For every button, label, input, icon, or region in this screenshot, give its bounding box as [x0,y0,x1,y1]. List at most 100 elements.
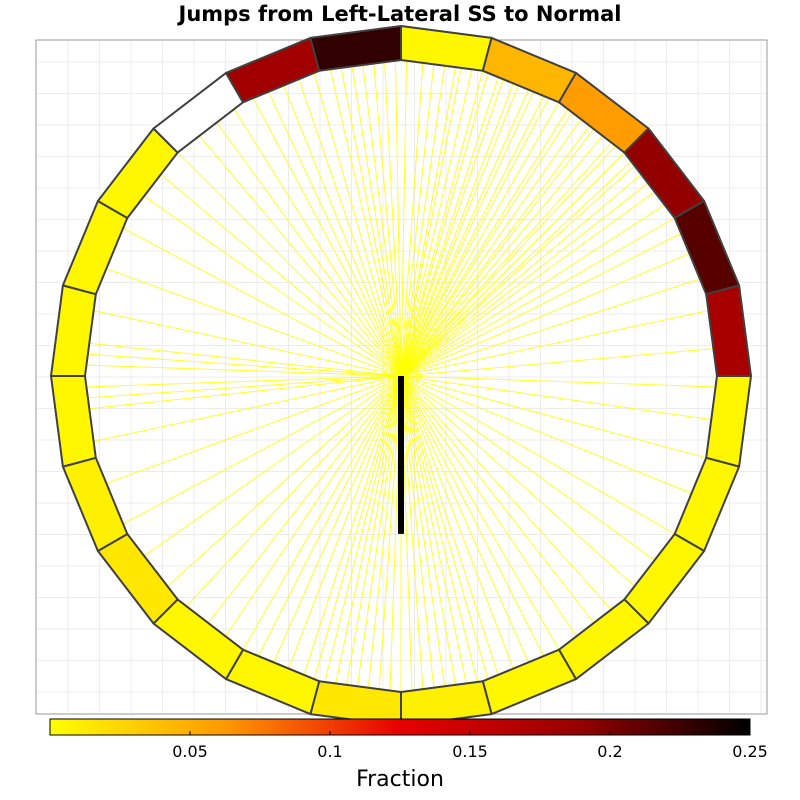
jump-line [400,375,657,563]
jump-line [367,375,402,691]
jump-line [400,375,613,612]
jump-line [400,126,596,377]
jump-line [313,375,402,680]
jump-line [400,64,457,377]
jump-line [400,102,560,377]
jump-line [334,375,402,686]
jump-line [400,65,462,377]
jump-line [400,80,515,377]
jump-line [400,189,657,377]
jump-line [272,375,402,665]
jump-line [324,375,402,683]
colorbar-tick-label: 0.1 [317,742,342,761]
colorbar-tick-label: 0.2 [597,742,622,761]
jump-line [400,116,583,377]
jump-line [400,375,478,683]
jump-line [400,59,407,377]
jump-line [85,364,402,377]
jump-line [400,375,515,672]
jump-line [373,61,402,377]
jump-line [400,172,644,377]
jump-line [400,375,560,650]
jump-line [400,375,714,421]
jump-line [400,217,675,377]
jump-line [400,72,489,377]
jump-line [400,164,637,377]
jump-line [400,82,520,377]
jump-line [141,194,402,377]
jump-line [103,375,402,485]
jump-line [378,375,402,692]
colorbar-tick-label: 0.25 [732,742,768,761]
jump-line [400,375,707,459]
jump-line [85,353,402,377]
colorbar [49,718,751,736]
jump-line [206,375,402,626]
jump-lines [85,59,717,692]
jump-line [400,375,545,658]
jump-line [297,77,402,377]
ring-segment [309,25,402,72]
jump-line [121,227,402,377]
jump-line [400,375,637,588]
jump-line [400,375,579,639]
jump-line [345,375,402,688]
jump-line [86,342,402,377]
ring-segments [50,25,752,727]
jump-line [400,110,574,377]
jump-line [400,375,675,535]
jump-line [103,267,402,377]
jump-line [282,82,402,377]
jump-line [223,375,402,639]
jump-line [177,152,402,377]
jump-line [400,160,633,377]
jump-line [351,63,402,377]
jump-line [400,77,505,377]
jump-line [141,375,402,558]
jump-line [362,62,402,377]
jump-line [91,309,402,377]
colorbar-tick-label: 0.05 [172,742,208,761]
jump-line [400,309,711,377]
jump-line [267,89,402,377]
jump-line [91,375,402,443]
jump-line [400,61,435,377]
jump-line [400,375,457,688]
jump-line [400,94,545,377]
jump-line [400,75,500,377]
colorbar-ticks: 0.05 0.1 0.15 0.2 0.25 [172,731,768,761]
jump-line [395,59,402,377]
jump-line [302,375,402,677]
jump-line [384,60,402,377]
jump-line [400,375,489,680]
jump-line [400,67,473,377]
jump-line [85,375,402,388]
jump-line [185,375,402,608]
jump-line [165,375,402,588]
jump-line [400,70,484,377]
jump-line [313,72,402,377]
jump-line [400,232,683,377]
jump-line [400,375,500,677]
jump-line [400,133,605,377]
jump-line [214,120,402,377]
jump-line [400,60,424,377]
jump-line [400,375,446,689]
jump-line [400,375,435,691]
jump-line [242,375,402,650]
jump-line [400,63,446,377]
jump-line [400,152,625,377]
jump-line [400,375,596,626]
jump-line [233,107,402,377]
jump-line [400,375,424,692]
jump-line [400,375,717,388]
jump-line [356,375,402,689]
jump-line [400,107,569,377]
jump-line [197,133,402,377]
jump-line [86,375,402,410]
jump-line [340,65,402,377]
jump-line [400,252,693,377]
jump-line [400,96,550,377]
jump-line [252,96,402,377]
